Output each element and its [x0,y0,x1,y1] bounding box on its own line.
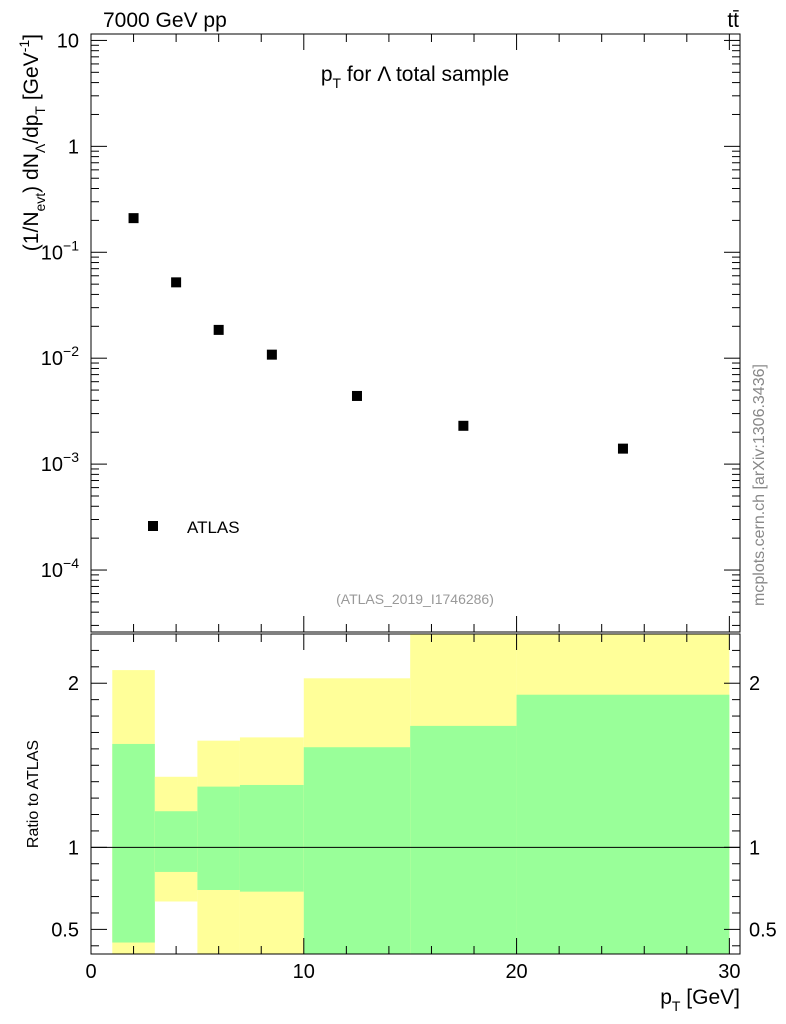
header-left-title: 7000 GeV pp [103,9,227,32]
ratio-y-tick-label-right: 2 [749,673,760,695]
main-y-tick-label: 1 [68,136,79,158]
ratio-y-tick-label-right: 0.5 [749,919,777,941]
watermark: mcplots.cern.ch [arXiv:1306.3436] [751,364,768,606]
ratio-x-ticks: 0 10 20 30 [85,634,740,983]
main-y-tick-label: 10−3 [41,449,79,476]
ratio-y-tick-label-left: 1 [68,837,79,859]
data-point-atlas [458,420,469,431]
ratio-inner-band [112,743,155,943]
main-plot-frame [90,33,741,633]
main-x-ticks [90,34,730,632]
ratio-panel: 0.5 0.5 1 1 2 2 0 10 20 30 Ratio to ATLAS pT [Ge… [25,633,777,1014]
x-tick-label: 0 [85,961,96,983]
data-point-atlas [171,277,182,288]
main-y-tick-label: 10−2 [41,343,79,370]
x-tick-label: 10 [293,961,315,983]
x-tick-label: 30 [718,961,740,983]
main-panel: 10 1 10−1 10−2 10−3 10−4 pT for Λ total sampl… [16,30,741,633]
main-data-points [128,213,628,454]
main-y-axis-label: (1/Nevt) dNΛ/dpT [GeV-1] [16,34,48,251]
ratio-inner-band [239,784,304,892]
legend-marker-atlas [148,521,158,531]
data-point-atlas [617,443,628,454]
ratio-inner-band [303,747,411,954]
analysis-annotation: (ATLAS_2019_I1746286) [336,591,494,607]
ratio-y-tick-label-right: 1 [749,837,760,859]
data-point-atlas [266,349,277,360]
ratio-inner-band [410,725,517,954]
ratio-y-tick-label-left: 0.5 [51,919,79,941]
ratio-inner-band [197,786,240,890]
ratio-plot-frame [90,633,741,955]
ratio-inner-band [154,811,198,872]
main-y-ticks: 10 1 10−1 10−2 10−3 10−4 [41,30,740,626]
ratio-inner-band [516,694,730,954]
ratio-uncertainty-bands [112,634,730,954]
data-point-atlas [351,390,362,401]
ratio-y-axis-label: Ratio to ATLAS [25,740,42,848]
legend: ATLAS [148,518,240,537]
data-point-atlas [213,324,224,335]
main-y-tick-label: 10−4 [41,555,79,582]
ratio-y-ticks: 0.5 0.5 1 1 2 2 [51,649,777,947]
ratio-y-tick-label-left: 2 [68,673,79,695]
main-y-tick-label: 10−1 [41,237,79,264]
data-point-atlas [128,213,139,224]
x-axis-label: pT [GeV] [660,986,740,1014]
main-y-tick-label: 10 [57,30,79,52]
legend-label-atlas: ATLAS [187,518,240,537]
header-right-title: tt̄ [727,9,739,32]
main-plot-title: pT for Λ total sample [321,63,509,91]
x-tick-label: 20 [505,961,527,983]
